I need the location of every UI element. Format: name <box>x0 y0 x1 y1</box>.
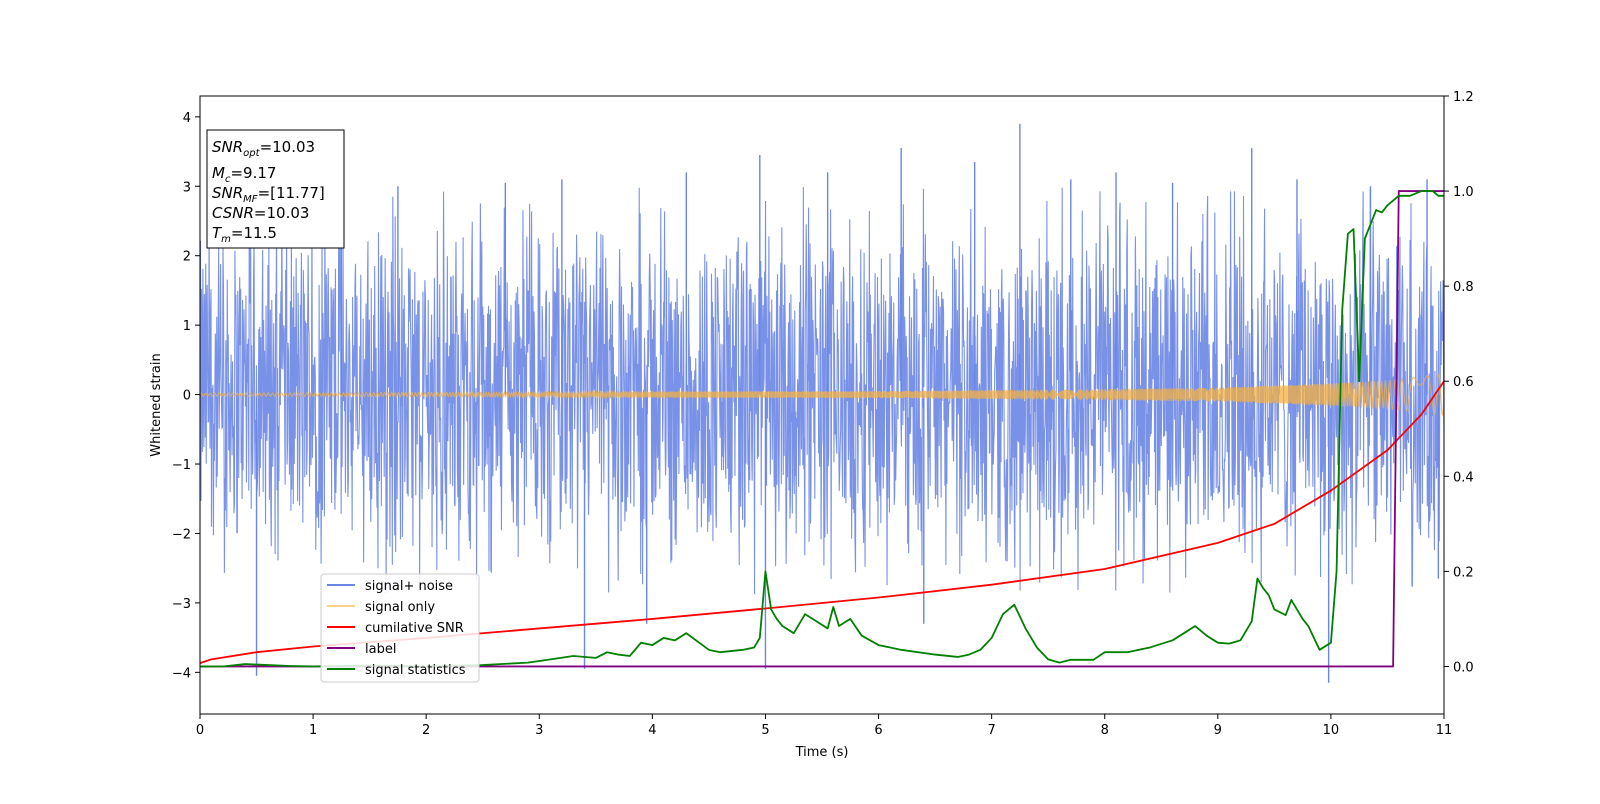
x-axis-tick-label: 3 <box>535 723 543 738</box>
info-box: SNRopt=10.03 Mc=9.17 SNRMF=[11.77] CSNR=… <box>206 129 345 249</box>
y2-axis-tick-label: 0.6 <box>1453 375 1474 390</box>
x-axis-tick-label: 11 <box>1436 723 1453 738</box>
info-line-snr-mf: SNRMF=[11.77] <box>212 184 325 205</box>
x-axis-label: Time (s) <box>795 745 849 760</box>
legend-label-label: label <box>365 642 396 657</box>
x-axis-tick-label: 2 <box>422 723 430 738</box>
x-axis-tick-label: 0 <box>196 723 204 738</box>
y-axis-tick-label: 0 <box>183 389 191 404</box>
info-line-tm: Tm=11.5 <box>212 224 277 245</box>
y2-axis-tick-label: 0.0 <box>1453 660 1474 675</box>
y-axis-tick-label: 1 <box>183 319 191 334</box>
x-axis-tick-label: 9 <box>1214 723 1222 738</box>
y2-axis-tick-label: 1.0 <box>1453 185 1474 200</box>
legend-frame <box>320 573 480 683</box>
plot-area <box>200 123 1444 683</box>
x-axis-tick-label: 6 <box>874 723 882 738</box>
x-axis-tick-label: 7 <box>987 723 995 738</box>
info-box-frame <box>206 129 345 249</box>
y2-axis-tick-label: 0.8 <box>1453 280 1474 295</box>
series-signal-noise-line <box>200 187 1444 595</box>
x-axis-tick-label: 4 <box>648 723 656 738</box>
info-line-snr-opt: SNRopt=10.03 <box>212 138 315 159</box>
y2-axis-tick-label: 0.4 <box>1453 470 1474 485</box>
info-line-csnr: CSNR=10.03 <box>212 204 309 222</box>
x-axis-tick-label: 8 <box>1101 723 1109 738</box>
y-axis-tick-label: −1 <box>172 458 191 473</box>
y-axis-tick-label: 3 <box>183 180 191 195</box>
series-signal-statistics-line <box>200 190 1444 668</box>
legend-label-signal-statistics: signal statistics <box>365 663 466 678</box>
legend-label-cumulative-snr: cumilative SNR <box>365 621 464 636</box>
y-axis-tick-label: 2 <box>183 250 191 265</box>
y-axis-tick-label: −3 <box>172 597 191 612</box>
y2-axis-tick-label: 0.2 <box>1453 565 1474 580</box>
info-line-mc: Mc=9.17 <box>212 164 276 185</box>
y-axis-tick-label: −4 <box>172 666 191 681</box>
y-axis-tick-label: 4 <box>183 111 191 126</box>
y-axis-label: Whitened strain <box>149 353 164 456</box>
x-axis-tick-label: 10 <box>1323 723 1340 738</box>
series-signal-only-line <box>200 373 1444 417</box>
x-axis-tick-label: 5 <box>761 723 769 738</box>
legend-label-signal-noise: signal+ noise <box>365 579 453 594</box>
series-cumulative-snr-line <box>200 380 1444 664</box>
legend-label-signal-only: signal only <box>365 600 435 615</box>
legend: signal+ noise signal only cumilative SNR… <box>320 573 480 683</box>
plot-frame <box>199 95 1445 715</box>
y2-axis-tick-label: 1.2 <box>1453 90 1474 105</box>
x-axis-tick-label: 1 <box>309 723 317 738</box>
y-axis-tick-label: −2 <box>172 527 191 542</box>
